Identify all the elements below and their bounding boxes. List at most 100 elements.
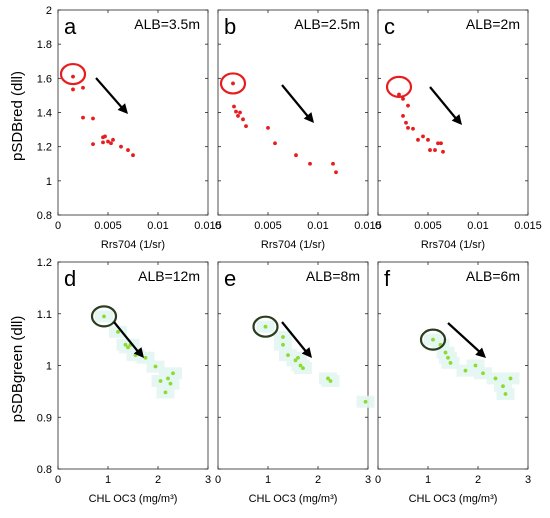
x-tick-label: 0 — [215, 220, 221, 232]
data-point — [481, 371, 485, 376]
panel-a: 0 0.005 0.01 0.015 0.8 1 1.2 1.4 1.6 1.8 2 Rrs704 (… — [37, 5, 222, 251]
data-point — [119, 144, 123, 149]
data-point — [103, 134, 107, 139]
data-point — [331, 161, 335, 166]
alb-annotation: ALB=8m — [306, 268, 360, 284]
y-tick-label: 1.4 — [37, 108, 52, 120]
x-tick-label: 3 — [525, 474, 531, 486]
data-point — [241, 117, 245, 122]
data-point — [404, 120, 408, 125]
x-tick-label: 0 — [375, 220, 381, 232]
plot-frame — [57, 9, 209, 216]
panel-letter: f — [384, 266, 391, 291]
y-tick-label: 1.1 — [37, 309, 52, 321]
highlight-circle — [59, 62, 87, 86]
x-tick-label: 1 — [425, 474, 431, 486]
data-point — [126, 148, 130, 152]
x-tick-label: 1 — [265, 474, 271, 486]
data-point — [168, 381, 173, 386]
data-point — [473, 363, 478, 368]
data-point — [436, 141, 440, 146]
data-point — [397, 92, 401, 97]
y-tick-label: 0.8 — [37, 210, 52, 222]
data-point — [334, 170, 338, 175]
x-tick-label: 0 — [375, 474, 381, 486]
data-point — [508, 376, 513, 381]
data-point — [91, 116, 95, 121]
data-point — [439, 141, 443, 146]
data-point — [296, 355, 300, 360]
panel-b: 0 0.005 0.01 0.015 Rrs704 (1/sr) b ALB=2.5m — [215, 9, 382, 251]
data-point — [71, 87, 75, 92]
data-point — [443, 350, 448, 355]
panel-letter: a — [64, 14, 77, 39]
panel-letter: c — [384, 14, 395, 39]
y-tick-label: 0.8 — [37, 464, 52, 476]
data-point — [501, 384, 505, 389]
data-point — [163, 390, 168, 395]
data-point — [101, 140, 105, 145]
data-point — [428, 148, 432, 152]
highlight-circle — [252, 315, 279, 338]
data-point — [281, 342, 285, 347]
data-point — [463, 368, 468, 373]
x-tick-label: 2 — [315, 474, 321, 486]
data-point — [308, 161, 312, 166]
y-tick-label: 1 — [46, 176, 52, 188]
highlight-circle — [419, 328, 447, 351]
x-axis-label: CHL OC3 (mg/m³) — [249, 493, 338, 505]
data-point — [111, 137, 115, 142]
highlight-circle — [219, 72, 247, 95]
trend-arrow-shaft — [281, 321, 309, 355]
data-point — [236, 114, 240, 118]
data-point — [406, 125, 410, 130]
data-point — [102, 314, 106, 319]
data-point — [431, 337, 435, 342]
x-tick-label: 0.01 — [467, 220, 488, 232]
x-tick-label: 0.01 — [147, 220, 168, 232]
x-axis-label: CHL OC3 (mg/m³) — [89, 493, 178, 505]
data-point — [401, 114, 405, 118]
highlight-circle — [90, 305, 118, 328]
data-point — [446, 355, 450, 360]
trend-arrow-shaft — [429, 86, 459, 122]
data-point — [298, 363, 303, 368]
x-tick-label: 3 — [365, 474, 371, 486]
x-tick-label: 0.01 — [307, 220, 328, 232]
data-point — [401, 96, 405, 101]
x-tick-label: 0 — [215, 474, 221, 486]
data-point — [416, 137, 420, 142]
data-point — [406, 103, 410, 108]
data-point — [281, 335, 285, 339]
top-row-y-axis-label: pSDBred (dll) — [9, 71, 26, 161]
x-tick-label: 3 — [205, 474, 211, 486]
x-tick-label: 0.015 — [354, 220, 382, 232]
x-tick-label: 0.015 — [514, 220, 542, 232]
data-point — [448, 361, 453, 365]
y-tick-label: 1 — [46, 361, 52, 373]
x-tick-label: 0.005 — [254, 220, 282, 232]
y-tick-label: 1.2 — [37, 142, 52, 154]
alb-annotation: ALB=2m — [466, 16, 520, 32]
data-point — [71, 74, 75, 79]
panels-group: 0 0.005 0.01 0.015 0.8 1 1.2 1.4 1.6 1.8 2 Rrs704 (… — [37, 5, 542, 505]
trend-arrow-shaft — [95, 77, 125, 111]
plot-frame — [377, 9, 529, 216]
panel-c: 0 0.005 0.01 0.015 Rrs704 (1/sr) c ALB=2m — [375, 9, 542, 251]
trend-arrow-shaft — [447, 322, 483, 355]
trend-arrow-shaft — [113, 321, 141, 355]
trend-arrow-shaft — [281, 84, 311, 120]
data-point — [234, 109, 238, 114]
trend-arrow-head — [117, 103, 128, 114]
data-point — [411, 126, 415, 131]
data-point — [263, 324, 268, 329]
data-point — [131, 153, 135, 158]
y-tick-label: 2 — [46, 5, 52, 17]
y-tick-label: 1.6 — [37, 73, 52, 85]
data-point — [244, 124, 248, 129]
data-point — [109, 141, 113, 146]
x-axis-label: Rrs704 (1/sr) — [261, 239, 325, 251]
data-point — [294, 153, 298, 158]
panel-letter: d — [64, 266, 76, 291]
data-point — [301, 366, 305, 370]
